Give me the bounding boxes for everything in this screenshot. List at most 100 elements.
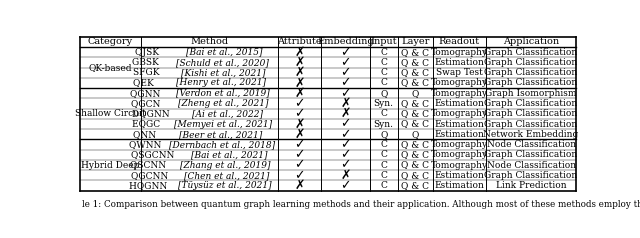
Text: DQGNN: DQGNN (132, 109, 172, 118)
Text: Estimation: Estimation (435, 130, 484, 139)
Text: Graph Classification: Graph Classification (484, 48, 578, 57)
Text: [Bai et al., 2021]: [Bai et al., 2021] (191, 150, 268, 159)
Text: Q & C: Q & C (401, 58, 429, 67)
Text: ✓: ✓ (340, 46, 351, 59)
Text: Hybrid Deep: Hybrid Deep (81, 161, 140, 170)
Text: ✓: ✓ (340, 159, 351, 172)
Text: Tomography: Tomography (431, 48, 488, 57)
Text: QSGCNN: QSGCNN (131, 150, 177, 159)
Text: ✓: ✓ (294, 169, 305, 182)
Text: ✗: ✗ (294, 76, 305, 89)
Text: Application: Application (503, 37, 559, 46)
Text: [Kishi et al., 2021]: [Kishi et al., 2021] (181, 68, 266, 77)
Text: QEK: QEK (133, 79, 157, 88)
Text: Tomography: Tomography (431, 109, 488, 118)
Text: Graph Classification: Graph Classification (484, 68, 578, 77)
Text: Graph Isomorphism: Graph Isomorphism (485, 89, 577, 98)
Text: ✓: ✓ (340, 118, 351, 130)
Text: ✗: ✗ (340, 169, 351, 182)
Text: ✓: ✓ (340, 76, 351, 89)
Text: Graph Classification: Graph Classification (484, 119, 578, 129)
Text: Q & C: Q & C (401, 181, 429, 190)
Text: ✓: ✓ (340, 66, 351, 79)
Text: Graph Classification: Graph Classification (484, 171, 578, 180)
Text: Tomography: Tomography (431, 150, 488, 159)
Text: ✓: ✓ (340, 128, 351, 141)
Text: ✗: ✗ (294, 87, 305, 100)
Text: Q: Q (380, 89, 387, 98)
Text: QNN: QNN (132, 130, 159, 139)
Text: [Henry et al., 2021]: [Henry et al., 2021] (175, 79, 266, 88)
Text: Q & C: Q & C (401, 48, 429, 57)
Text: ✓: ✓ (340, 138, 351, 151)
Text: Tomography: Tomography (431, 79, 488, 88)
Text: Input: Input (371, 37, 397, 46)
Text: QGCNN: QGCNN (131, 171, 171, 180)
Text: Graph Classification: Graph Classification (484, 79, 578, 88)
Text: Link Prediction: Link Prediction (496, 181, 566, 190)
Text: QJSK: QJSK (135, 48, 163, 57)
Text: ✓: ✓ (294, 138, 305, 151)
Text: EQGC: EQGC (132, 119, 163, 129)
Text: C: C (380, 171, 387, 180)
Text: ✗: ✗ (294, 56, 305, 69)
Text: Method: Method (191, 37, 228, 46)
Text: ✗: ✗ (294, 66, 305, 79)
Text: Category: Category (88, 37, 133, 46)
Text: Q & C: Q & C (401, 99, 429, 108)
Text: Estimation: Estimation (435, 119, 484, 129)
Text: Shallow Circuit: Shallow Circuit (75, 109, 146, 118)
Text: QGCN: QGCN (131, 99, 164, 108)
Text: ✗: ✗ (294, 46, 305, 59)
Text: QGNN: QGNN (131, 89, 164, 98)
Text: Attribute: Attribute (278, 37, 322, 46)
Text: ✗: ✗ (340, 97, 351, 110)
Text: ✓: ✓ (340, 179, 351, 192)
Text: ✓: ✓ (294, 148, 305, 161)
Text: Tomography: Tomography (431, 89, 488, 98)
Text: GBSK: GBSK (132, 58, 162, 67)
Text: HQGNN: HQGNN (129, 181, 170, 190)
Text: ✓: ✓ (294, 159, 305, 172)
Text: Node Classification: Node Classification (486, 140, 575, 149)
Text: Estimation: Estimation (435, 181, 484, 190)
Text: Embedding: Embedding (317, 37, 374, 46)
Text: Tomography: Tomography (431, 140, 488, 149)
Text: Q & C: Q & C (401, 140, 429, 149)
Text: ✓: ✓ (294, 97, 305, 110)
Text: [Verdon et al., 2019]: [Verdon et al., 2019] (176, 89, 269, 98)
Text: ✗: ✗ (294, 179, 305, 192)
Text: Node Classification: Node Classification (486, 161, 575, 170)
Text: ✓: ✓ (340, 148, 351, 161)
Text: Graph Classification: Graph Classification (484, 150, 578, 159)
Text: Graph Classification: Graph Classification (484, 109, 578, 118)
Text: Q: Q (412, 89, 419, 98)
Text: Q & C: Q & C (401, 79, 429, 88)
Text: Q & C: Q & C (401, 109, 429, 118)
Text: [Zhang et al., 2019]: [Zhang et al., 2019] (180, 161, 271, 170)
Text: Syn.: Syn. (374, 99, 394, 108)
Text: ✗: ✗ (294, 128, 305, 141)
Text: [Chen et al., 2021]: [Chen et al., 2021] (184, 171, 269, 180)
Text: C: C (380, 150, 387, 159)
Text: [Dernbach et al., 2018]: [Dernbach et al., 2018] (169, 140, 275, 149)
Text: [Schuld et al., 2020]: [Schuld et al., 2020] (176, 58, 269, 67)
Text: QWNN: QWNN (129, 140, 164, 149)
Text: QK-based: QK-based (89, 63, 132, 72)
Text: ✗: ✗ (340, 107, 351, 120)
Text: [Beer et al., 2021]: [Beer et al., 2021] (179, 130, 262, 139)
Text: C: C (380, 48, 387, 57)
Text: Swap Test: Swap Test (436, 68, 483, 77)
Text: Graph Classification: Graph Classification (484, 99, 578, 108)
Text: ✓: ✓ (340, 87, 351, 100)
Text: [Tüysüz et al., 2021]: [Tüysüz et al., 2021] (178, 181, 272, 190)
Text: Q & C: Q & C (401, 68, 429, 77)
Text: Network Embedding: Network Embedding (483, 130, 579, 139)
Text: Q & C: Q & C (401, 161, 429, 170)
Text: Estimation: Estimation (435, 171, 484, 180)
Text: C: C (380, 140, 387, 149)
Text: [Zheng et al., 2021]: [Zheng et al., 2021] (178, 99, 268, 108)
Text: ✓: ✓ (340, 56, 351, 69)
Text: Syn.: Syn. (374, 119, 394, 129)
Text: C: C (380, 109, 387, 118)
